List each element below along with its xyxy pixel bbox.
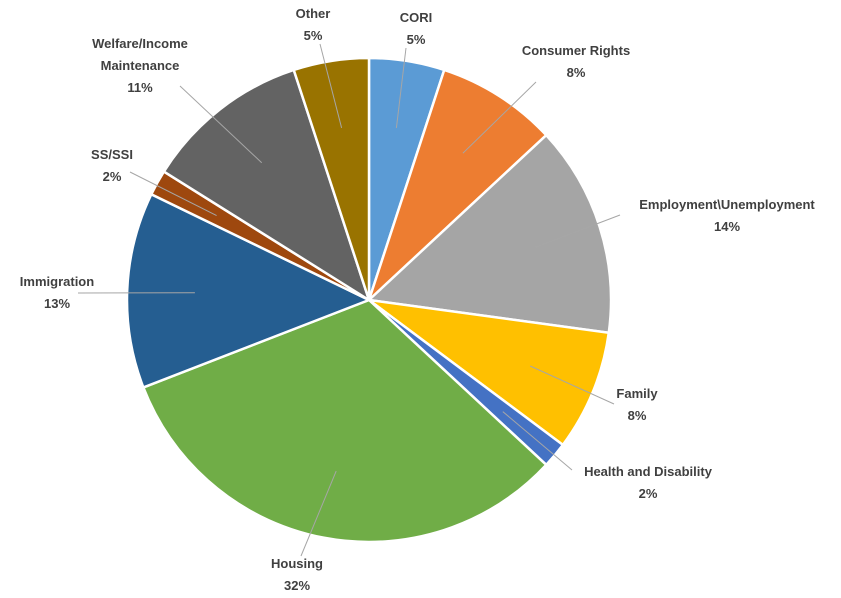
data-label-percent: 13% [44,296,70,311]
pie-slice-welfare-income-maintenance [162,68,372,303]
data-label-percent: 32% [284,578,310,593]
data-label-family: Family 8% [616,386,658,423]
data-label-name: Health and Disability [584,464,713,479]
leader-line-family [529,365,615,405]
data-label-consumer-rights: Consumer Rights 8% [522,43,630,80]
data-label-name: Employment\Unemployment [639,197,815,212]
data-label-percent: 8% [628,408,647,423]
data-label-percent: 2% [103,169,122,184]
pie-slice-immigration [125,192,373,390]
leader-line-other [319,43,343,129]
data-label-percent: 11% [127,80,153,95]
leader-line-ss-ssi [129,171,217,217]
data-label-percent: 5% [407,32,426,47]
data-label-name: Other [296,6,331,21]
data-label-name: Consumer Rights [522,43,630,58]
data-label-name: Welfare/Income [92,36,188,51]
data-label-name: Maintenance [101,58,180,73]
data-labels: CORI 5% Consumer Rights 8% Employment\Unempl… [20,6,816,593]
data-label-other: Other 5% [296,6,331,43]
data-label-ss-ssi: SS/SSI 2% [91,147,133,184]
leader-lines [77,43,621,557]
data-label-percent: 2% [639,486,658,501]
data-label-employment-unemployment: Employment\Unemployment 14% [639,197,815,234]
data-label-percent: 5% [304,28,323,43]
data-label-immigration: Immigration 13% [20,274,94,311]
data-label-name: Housing [271,556,323,571]
pie-slice-consumer-rights [366,68,548,305]
data-label-welfare-income-maintenance: Welfare/Income Maintenance 11% [92,36,188,95]
pie-slice-employment-unemployment [366,133,613,335]
data-label-name: CORI [400,10,433,25]
data-label-cori: CORI 5% [400,10,433,47]
pie-slices [125,56,613,544]
data-label-percent: 14% [714,219,740,234]
pie-slice-other [292,56,371,301]
data-label-name: Immigration [20,274,94,289]
leader-line-consumer-rights [462,81,537,154]
leader-line-welfare-income-maintenance [179,85,263,164]
pie-slice-housing [141,298,548,544]
data-label-name: SS/SSI [91,147,133,162]
leader-line-cori [395,47,407,128]
data-label-housing: Housing 32% [271,556,323,593]
leader-line-housing [300,470,337,557]
pie-slice-family [364,298,611,447]
data-label-health-and-disability: Health and Disability 2% [584,464,713,501]
data-label-percent: 8% [567,65,586,80]
data-label-name: Family [616,386,658,401]
leader-line-health-and-disability [502,411,573,471]
leader-line-employment-unemployment [534,214,621,248]
